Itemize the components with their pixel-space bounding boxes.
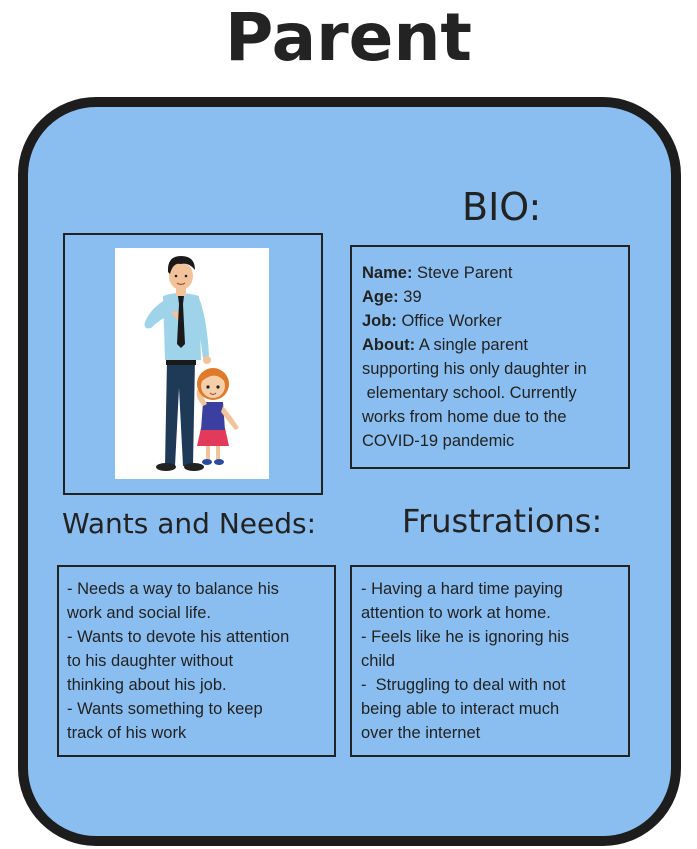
wants-heading: Wants and Needs: [62,507,317,540]
frustrations-box: - Having a hard time paying attention to… [350,565,630,757]
name-label: Name: [362,264,413,282]
frustration-line: - Struggling to deal with not [361,676,566,694]
bio-box: Name: Steve Parent Age: 39 Job: Office W… [350,245,630,469]
father-and-daughter-illustration [115,248,269,479]
name-value: Steve Parent [417,264,513,282]
frustration-line: child [361,652,395,670]
page-title: Parent [225,0,472,76]
wants-line: - Needs a way to balance his [67,580,279,598]
frustrations-heading: Frustrations: [402,502,603,540]
age-value: 39 [403,288,422,306]
about-label: About: [362,336,416,354]
job-label: Job: [362,312,397,330]
frustration-line: - Feels like he is ignoring his [361,628,570,646]
bio-job-row: Job: Office Worker [362,309,628,333]
about-line: works from home due to the [362,408,567,426]
bio-age-row: Age: 39 [362,285,628,309]
wants-box: - Needs a way to balance his work and so… [57,565,336,757]
photo-frame [63,233,323,495]
bio-heading: BIO: [462,185,542,229]
about-line: COVID-19 pandemic [362,432,515,450]
frustration-line: over the internet [361,724,481,742]
about-line: A single parent [418,336,529,354]
job-value: Office Worker [401,312,502,330]
frustration-line: attention to work at home. [361,604,551,622]
about-line: supporting his only daughter in [362,360,587,378]
bio-about-row: About: A single parent [362,333,628,357]
frustration-line: being able to interact much [361,700,560,718]
frustration-line: - Having a hard time paying [361,580,563,598]
wants-line: work and social life. [67,604,211,622]
age-label: Age: [362,288,399,306]
wants-line: - Wants to devote his attention [67,628,290,646]
wants-line: track of his work [67,724,187,742]
wants-line: to his daughter without [67,652,234,670]
bio-name-row: Name: Steve Parent [362,261,628,285]
about-line: elementary school. Currently [362,384,577,402]
wants-line: - Wants something to keep [67,700,263,718]
wants-line: thinking about his job. [67,676,227,694]
